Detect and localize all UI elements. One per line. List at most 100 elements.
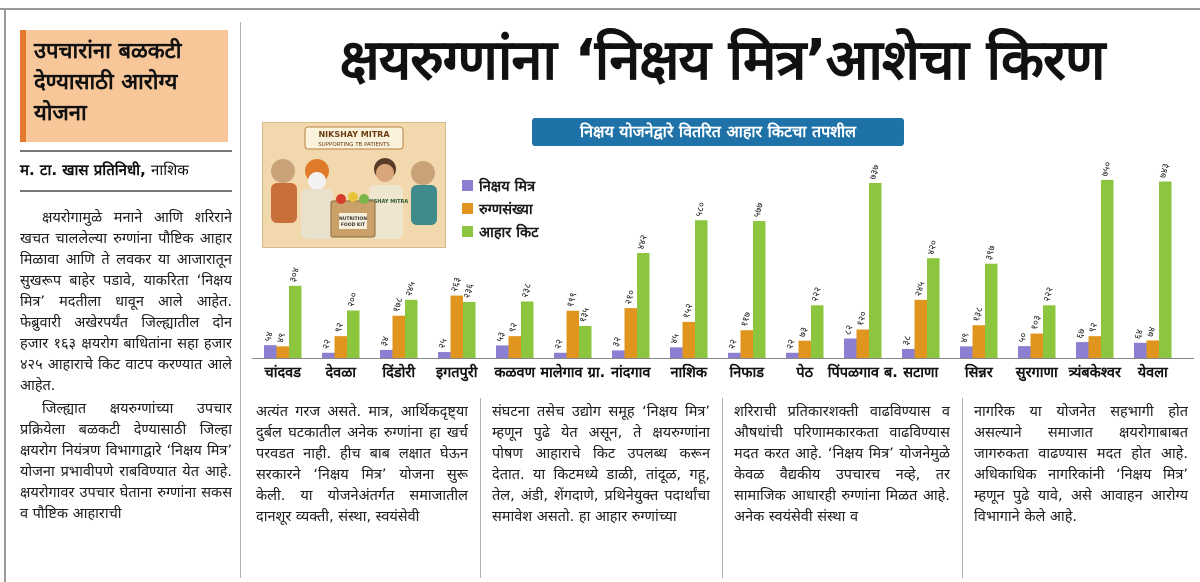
bar-mitra-9 <box>786 352 799 358</box>
column-2-text: अत्यंत गरज असते. मात्र, आर्थिकदृष्ट्या द… <box>256 404 468 525</box>
article-column-1: क्षयरोगामुळे मनाने आणि शरिराने खचत चालले… <box>20 208 232 576</box>
bar-mitra-14 <box>1076 342 1089 358</box>
bar-mitra-3 <box>438 352 451 358</box>
data-label-kits-6: ४४२ <box>636 234 650 251</box>
illustration-kit-line-1: NUTRITION <box>339 216 367 222</box>
data-label-mitra-7: ४५ <box>669 333 682 345</box>
chart-x-axis <box>252 358 1194 359</box>
bar-patients-7 <box>682 321 695 358</box>
data-label-patients-4: ९२ <box>507 321 520 333</box>
bar-patients-3 <box>450 295 463 358</box>
nikshay-mitra-illustration: NIKSHAY MITRA SUPPORTING TB PATIENTS NIK… <box>262 122 446 248</box>
data-label-kits-3: २३६ <box>462 283 476 300</box>
data-label-patients-7: १५२ <box>681 302 695 319</box>
legend-swatch-patients <box>462 203 473 214</box>
data-label-patients-8: ११७ <box>739 311 753 328</box>
bar-mitra-5 <box>554 352 567 358</box>
data-label-patients-14: ९२ <box>1087 321 1100 333</box>
bar-mitra-2 <box>380 349 393 358</box>
kicker-box: उपचारांना बळकटी देण्यासाठी आरोग्य योजना <box>20 30 228 142</box>
column-1-paragraph-2: जिल्ह्यात क्षयरुग्णांच्या उपचार प्रक्रिय… <box>20 401 232 522</box>
x-tick-label-1: देवळा <box>325 365 357 381</box>
bar-patients-8 <box>740 330 753 358</box>
data-label-patients-5: १९९ <box>565 291 579 308</box>
chart-x-axis-labels: चांदवड देवळा दिंडोरी इगतपुरी कळवण मालेगाव ग्र… <box>250 362 1200 388</box>
bar-patients-0 <box>276 346 289 358</box>
x-tick-label-2: दिंडोरी <box>382 365 416 381</box>
data-label-patients-1: ९२ <box>333 321 346 333</box>
page-left-border <box>4 8 6 582</box>
bar-kits-1 <box>347 310 360 358</box>
bar-patients-9 <box>798 340 811 358</box>
data-label-kits-4: २३८ <box>520 282 534 299</box>
bar-kits-3 <box>463 301 476 358</box>
bar-kits-8 <box>753 220 766 358</box>
x-tick-label-11: सटाणा <box>903 365 939 381</box>
bar-kits-7 <box>695 220 708 358</box>
headline-text: क्षयरुग्णांना ‘निक्षय मित्र’आशेचा किरण <box>339 28 1106 93</box>
chart-legend: निक्षय मित्र रुग्णसंख्या आहार किट <box>462 174 538 243</box>
bar-mitra-6 <box>612 350 625 358</box>
legend-label-kits: आहार किट <box>479 224 539 241</box>
bar-patients-5 <box>566 310 579 358</box>
data-label-patients-11: २४५ <box>913 280 927 297</box>
byline-place: नाशिक <box>151 161 189 179</box>
illustration-banner-title: NIKSHAY MITRA <box>318 130 390 139</box>
legend-item-kits: आहार किट <box>462 220 538 243</box>
column-4-text: शरिराची प्रतिकारशक्ती वाढविण्यास व औषधां… <box>734 404 950 525</box>
column-divider-3 <box>722 398 723 578</box>
bar-kits-6 <box>637 253 650 358</box>
bar-patients-11 <box>914 299 927 358</box>
bar-mitra-13 <box>1018 346 1031 358</box>
headline: क्षयरुग्णांना ‘निक्षय मित्र’आशेचा किरण <box>244 26 1200 96</box>
data-label-patients-12: १३८ <box>971 306 985 323</box>
x-tick-label-14: त्र्यंबकेश्वर <box>1068 365 1121 381</box>
bar-patients-1 <box>334 336 347 358</box>
column-1-paragraph-1: क्षयरोगामुळे मनाने आणि शरिराने खचत चालले… <box>20 210 232 394</box>
bar-kits-2 <box>405 299 418 358</box>
byline-name: म. टा. खास प्रतिनिधी, <box>20 161 146 179</box>
data-label-kits-8: ५७७ <box>752 202 766 219</box>
bar-kits-9 <box>811 305 824 358</box>
illustration-svg: NIKSHAY MITRA SUPPORTING TB PATIENTS NIK… <box>263 123 445 247</box>
legend-swatch-kits <box>462 226 473 237</box>
bar-mitra-8 <box>728 352 741 358</box>
illustration-kit-line-2: FOOD KIT <box>341 222 366 228</box>
article-column-5: नागरिक या योजनेत सहभागी होत असल्याने समा… <box>974 402 1188 578</box>
column-divider-4 <box>962 398 963 578</box>
data-label-kits-2: २४५ <box>404 280 418 297</box>
data-label-patients-15: ७४ <box>1145 326 1158 338</box>
article-column-4: शरिराची प्रतिकारशक्ती वाढविण्यास व औषधां… <box>734 402 950 578</box>
x-tick-label-8: निफाड <box>729 365 765 381</box>
data-label-mitra-14: ६७ <box>1075 327 1088 339</box>
bar-kits-15 <box>1159 181 1172 358</box>
x-tick-label-7: नाशिक <box>670 365 708 381</box>
data-label-kits-0: ३०४ <box>288 266 302 283</box>
column-3-text: संघटना तसेच उद्योग समूह ‘निक्षय मित्र’ म… <box>492 404 710 525</box>
data-label-kits-1: २०० <box>346 291 360 308</box>
column-divider-2 <box>480 398 481 578</box>
bar-mitra-11 <box>902 348 915 358</box>
bar-patients-15 <box>1146 340 1159 358</box>
data-label-mitra-6: ३२ <box>611 336 624 348</box>
illustration-shirt-text: NIKSHAY MITRA <box>364 199 409 205</box>
bar-patients-2 <box>392 315 405 358</box>
data-label-kits-9: २२२ <box>810 286 824 303</box>
data-label-patients-2: १७८ <box>391 296 405 313</box>
bar-mitra-12 <box>960 346 973 358</box>
data-label-mitra-2: ३४ <box>379 335 392 347</box>
bar-patients-6 <box>624 308 637 358</box>
data-label-mitra-8: २२ <box>727 338 740 350</box>
bar-mitra-10 <box>844 338 857 358</box>
data-label-mitra-5: २२ <box>553 338 566 350</box>
kit-distribution-bar-chart: ५४ ४९३०४२२९२२००३४१७८२४५२५२६३२३६५३९२२३८२२१… <box>263 160 1172 358</box>
byline-rule-top <box>20 150 232 152</box>
data-label-kits-12: ३९७ <box>984 244 998 261</box>
data-label-kits-10: ७३७ <box>868 164 882 181</box>
illustration-banner-subtitle: SUPPORTING TB PATIENTS <box>318 142 390 148</box>
data-label-kits-14: ७५० <box>1100 160 1114 177</box>
legend-swatch-mitra <box>462 180 473 191</box>
x-tick-label-12: सिन्नर <box>964 365 993 381</box>
data-label-kits-5: १३५ <box>578 306 592 323</box>
data-label-kits-7: ५८० <box>694 201 708 218</box>
